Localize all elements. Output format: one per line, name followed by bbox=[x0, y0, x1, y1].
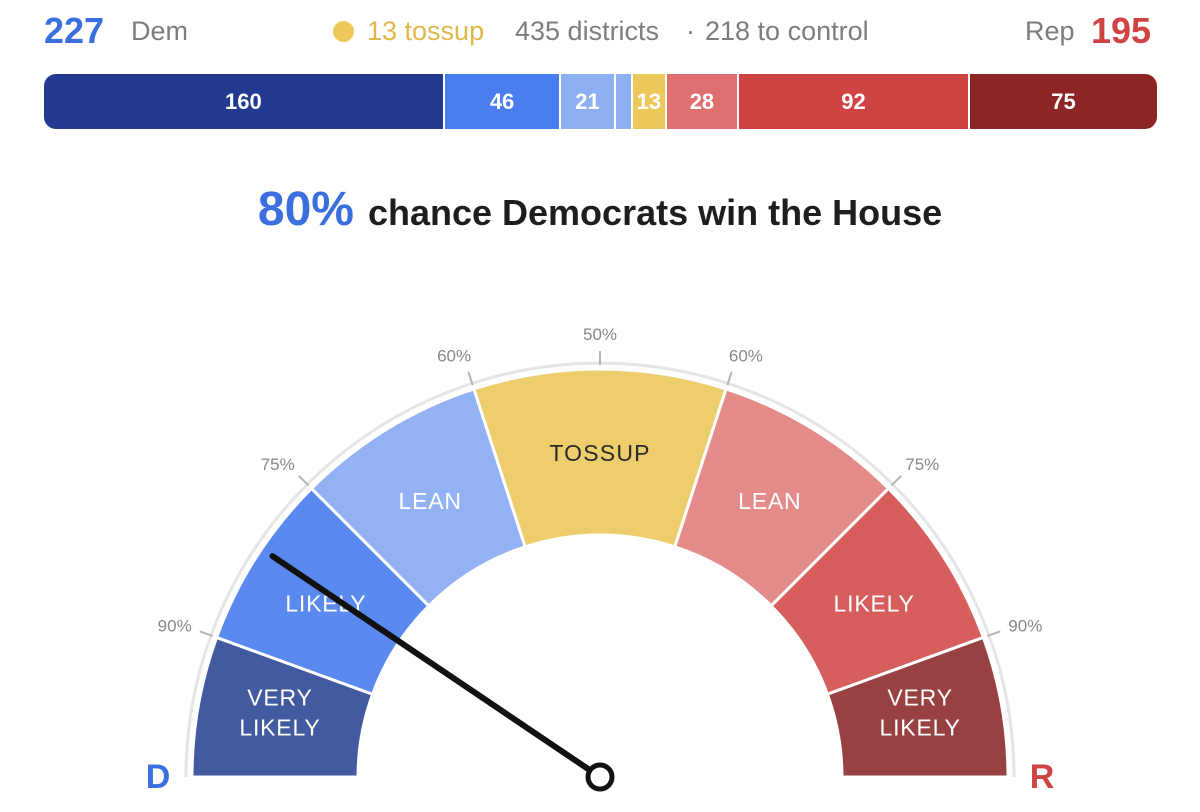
dem-seat-count: 227 bbox=[44, 10, 105, 51]
gauge-band-label-3: TOSSUP bbox=[549, 440, 650, 466]
seat-bar-segment-3 bbox=[615, 74, 633, 129]
gauge-tick-label-0: 90% bbox=[158, 616, 192, 635]
gauge-tick-1 bbox=[298, 475, 310, 487]
gauge-needle bbox=[269, 553, 603, 780]
gauge-tick-label-5: 75% bbox=[905, 455, 939, 474]
gauge-tick-label-6: 90% bbox=[1008, 616, 1042, 635]
rep-side-label: R bbox=[1030, 758, 1055, 796]
tossup-count: 13 tossup bbox=[367, 16, 485, 46]
seat-bar-segment-4: 13 bbox=[632, 74, 668, 129]
headline: 80% chance Democrats win the House bbox=[0, 182, 1200, 237]
gauge-band-label-5: LIKELY bbox=[834, 590, 915, 616]
seat-bar-segment-0: 160 bbox=[44, 74, 445, 129]
headline-text: chance Democrats win the House bbox=[367, 192, 943, 233]
dem-label: Dem bbox=[131, 16, 189, 46]
gauge-band-label-0: VERY LIKELY bbox=[239, 685, 320, 741]
gauge-band-label-2: LEAN bbox=[399, 488, 462, 514]
seat-bar-segment-7: 75 bbox=[970, 74, 1157, 129]
seat-bar-segment-6: 92 bbox=[738, 74, 971, 129]
gauge-tick-label-3: 50% bbox=[583, 325, 617, 344]
gauge-tick-label-2: 60% bbox=[437, 347, 471, 366]
seat-distribution-bar: 160 46 21 13 28 92 75 bbox=[44, 74, 1157, 129]
gauge-tick-4 bbox=[726, 371, 733, 386]
tossup-dot-icon bbox=[333, 21, 354, 42]
gauge-tick-6 bbox=[986, 630, 1001, 638]
districts-total: 435 districts bbox=[515, 16, 660, 46]
rep-label: Rep bbox=[1025, 16, 1075, 46]
header-separator: · bbox=[686, 16, 695, 46]
gauge-band-6 bbox=[825, 635, 1010, 779]
seat-bar-segment-2: 21 bbox=[561, 74, 616, 129]
gauge-band-label-6: VERY LIKELY bbox=[880, 685, 961, 741]
gauge-band-label-4: LEAN bbox=[738, 488, 801, 514]
seat-bar-segment-5: 28 bbox=[667, 74, 739, 129]
control-threshold: 218 to control bbox=[705, 16, 869, 46]
win-probability: 80% bbox=[257, 183, 354, 236]
gauge-tick-0 bbox=[199, 630, 214, 638]
gauge-tick-label-1: 75% bbox=[261, 455, 295, 474]
gauge-needle-pivot bbox=[585, 762, 615, 792]
dem-side-label: D bbox=[146, 758, 171, 796]
gauge-tick-2 bbox=[467, 371, 474, 386]
rep-seat-count: 195 bbox=[1091, 10, 1152, 51]
forecast-header: 227 Dem 13 tossup 435 districts · 218 to… bbox=[0, 0, 1200, 70]
gauge-tick-label-4: 60% bbox=[729, 347, 763, 366]
gauge-tick-5 bbox=[890, 475, 902, 487]
seat-bar-segment-1: 46 bbox=[444, 74, 562, 129]
